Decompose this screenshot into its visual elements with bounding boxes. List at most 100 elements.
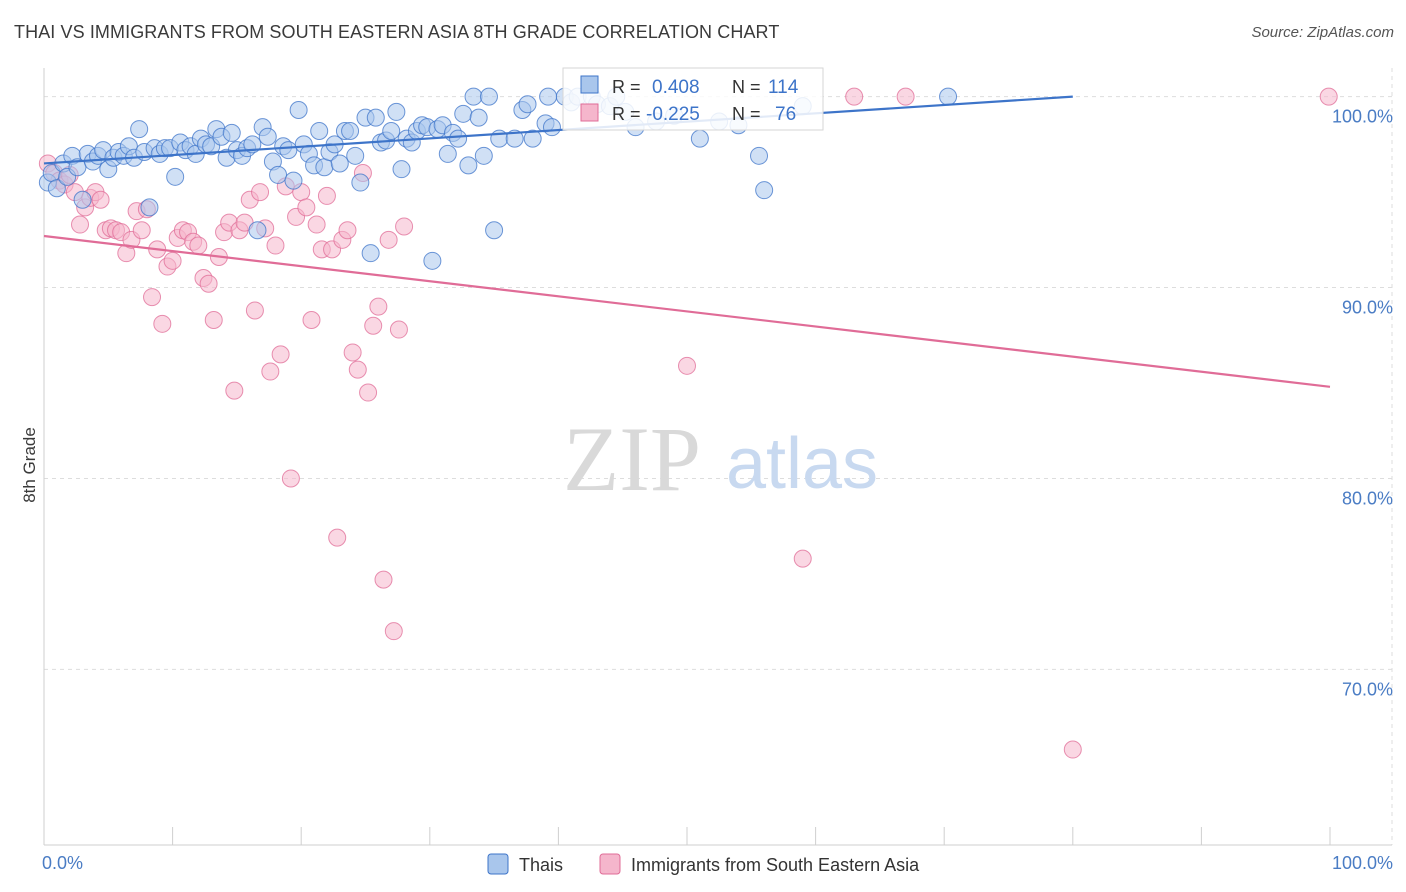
y-tick-labels: 100.0% 90.0% 80.0% 70.0% xyxy=(1332,107,1393,700)
legend-swatch-thais xyxy=(487,853,509,875)
point-immigrants xyxy=(281,469,300,488)
stats-r-value-immigrants: -0.225 xyxy=(646,104,700,125)
point-immigrants xyxy=(317,186,336,205)
point-thais xyxy=(289,101,308,119)
point-thais xyxy=(387,102,406,121)
point-immigrants xyxy=(307,215,326,234)
legend-swatch-immigrants xyxy=(599,853,621,875)
stats-n-value-thais: 114 xyxy=(768,77,799,98)
point-thais xyxy=(479,87,498,106)
watermark: ZIP atlas xyxy=(563,408,878,510)
point-immigrants xyxy=(328,528,347,547)
point-thais xyxy=(474,146,493,165)
stats-r-label-thais: R = xyxy=(612,77,641,97)
stats-r-label-immigrants: R = xyxy=(612,104,641,124)
point-immigrants xyxy=(297,198,316,217)
point-thais xyxy=(346,146,365,165)
stats-n-label-immigrants: N = xyxy=(732,104,761,124)
watermark-atlas: atlas xyxy=(726,424,878,504)
point-thais xyxy=(315,158,334,177)
point-immigrants xyxy=(896,87,915,106)
series-immigrants-points xyxy=(38,87,1338,759)
legend-label-thais: Thais xyxy=(519,855,563,875)
point-thais xyxy=(330,154,349,173)
point-thais xyxy=(284,171,303,190)
point-thais xyxy=(222,123,241,142)
point-immigrants xyxy=(143,288,162,307)
point-thais xyxy=(523,129,542,148)
point-thais xyxy=(518,95,537,114)
point-immigrants xyxy=(678,356,696,375)
point-thais xyxy=(755,181,774,200)
y-tick-label: 90.0% xyxy=(1342,298,1393,318)
point-thais xyxy=(166,167,185,186)
point-immigrants xyxy=(302,311,321,329)
axes xyxy=(43,68,1392,846)
grid-lines xyxy=(44,68,1393,845)
point-immigrants xyxy=(348,360,367,379)
point-immigrants xyxy=(251,183,270,202)
point-immigrants xyxy=(132,221,151,240)
stats-r-value-thais: 0.408 xyxy=(652,77,700,98)
point-immigrants xyxy=(343,343,362,362)
point-immigrants xyxy=(225,381,244,400)
stats-box-frame xyxy=(562,67,824,131)
point-immigrants xyxy=(364,316,383,335)
y-axis-title: 8th Grade xyxy=(20,427,39,503)
stats-n-value-immigrants: 76 xyxy=(775,104,796,125)
stats-n-label-thais: N = xyxy=(732,77,761,97)
point-thais xyxy=(248,221,267,240)
point-immigrants xyxy=(261,362,280,381)
watermark-zip: ZIP xyxy=(563,408,701,510)
bottom-legend: Thais Immigrants from South Eastern Asia xyxy=(487,853,920,875)
legend-label-immigrants: Immigrants from South Eastern Asia xyxy=(631,855,920,875)
point-thais xyxy=(939,87,958,106)
point-thais xyxy=(469,108,488,127)
point-thais xyxy=(382,122,401,140)
stats-swatch-thais xyxy=(580,75,599,94)
point-thais xyxy=(130,120,149,139)
y-tick-label: 70.0% xyxy=(1342,679,1393,699)
trend-line-thais xyxy=(43,95,1073,165)
stats-swatch-immigrants xyxy=(580,103,599,122)
point-thais xyxy=(310,122,329,140)
point-immigrants xyxy=(189,236,208,255)
trend-line-immigrants xyxy=(43,234,1331,388)
point-immigrants xyxy=(338,221,357,240)
point-thais xyxy=(269,165,288,184)
point-immigrants xyxy=(199,274,218,293)
point-thais xyxy=(366,108,385,127)
trend-lines xyxy=(43,95,1331,388)
point-thais xyxy=(464,87,483,106)
point-thais xyxy=(258,127,277,146)
point-immigrants xyxy=(359,383,378,402)
point-immigrants xyxy=(374,570,393,589)
point-thais xyxy=(449,129,468,148)
point-thais xyxy=(690,129,709,148)
y-tick-label: 80.0% xyxy=(1342,488,1393,508)
point-immigrants xyxy=(369,297,388,316)
point-immigrants xyxy=(384,622,403,641)
point-immigrants xyxy=(204,311,223,329)
point-thais xyxy=(47,179,66,198)
point-immigrants xyxy=(266,236,285,255)
point-thais xyxy=(351,173,370,192)
point-thais xyxy=(73,190,92,209)
point-thais xyxy=(140,198,159,217)
point-immigrants xyxy=(271,345,290,364)
point-immigrants xyxy=(1063,740,1082,759)
x-tick-label-min: 0.0% xyxy=(42,853,83,873)
stats-legend-box: R = 0.408 N = 114 R = -0.225 N = 76 xyxy=(562,67,824,131)
point-immigrants xyxy=(793,549,812,568)
point-thais xyxy=(423,251,442,270)
point-immigrants xyxy=(395,217,414,236)
point-thais xyxy=(505,129,524,148)
source-label: Source: ZipAtlas.com xyxy=(1251,24,1394,41)
point-immigrants xyxy=(91,190,110,209)
point-thais xyxy=(361,244,380,263)
point-thais xyxy=(438,144,457,163)
point-thais xyxy=(485,221,504,240)
point-thais xyxy=(459,156,478,175)
point-immigrants xyxy=(245,301,264,320)
point-immigrants xyxy=(845,87,864,106)
